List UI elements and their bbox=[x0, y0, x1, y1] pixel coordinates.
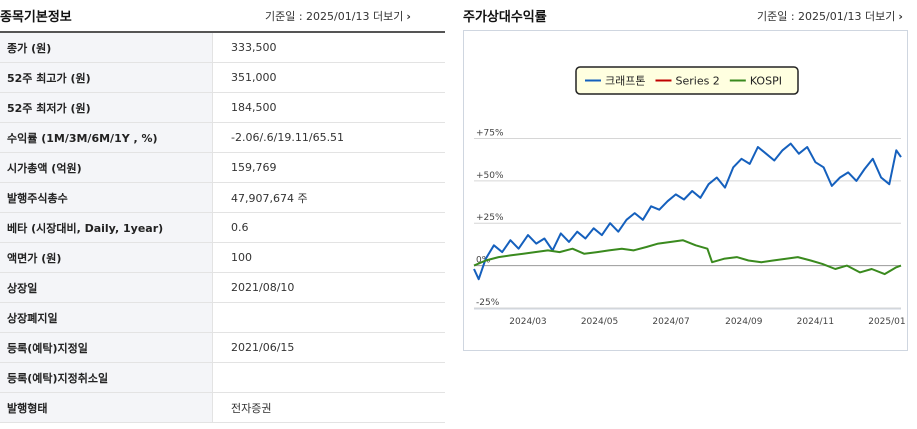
info-row: 액면가 (원) 100 bbox=[0, 242, 445, 273]
stock-info-date-link[interactable]: 기준일 : 2025/01/13 더보기 › bbox=[265, 8, 411, 24]
info-row: 시가총액 (억원) 159,769 bbox=[0, 152, 445, 183]
info-value: 184,500 bbox=[212, 92, 445, 123]
info-label: 수익률 (1M/3M/6M/1Y , %) bbox=[0, 122, 213, 153]
info-label: 발행주식총수 bbox=[0, 182, 213, 213]
info-row: 베타 (시장대비, Daily, 1year) 0.6 bbox=[0, 212, 445, 243]
info-label: 액면가 (원) bbox=[0, 242, 213, 273]
x-tick-label: 2024/07 bbox=[652, 317, 689, 327]
legend-box bbox=[575, 66, 799, 95]
info-label: 상장폐지일 bbox=[0, 302, 213, 333]
info-value: 47,907,674 주 bbox=[212, 182, 445, 213]
chevron-right-icon: › bbox=[406, 10, 411, 23]
info-label: 등록(예탁)지정일 bbox=[0, 332, 213, 363]
stock-info-table: 종가 (원) 333,500 52주 최고가 (원) 351,000 52주 최저가 (… bbox=[0, 31, 445, 423]
relative-return-more[interactable]: 더보기 bbox=[864, 10, 896, 23]
info-value: 100 bbox=[212, 242, 445, 273]
x-tick-label: 2024/03 bbox=[509, 317, 546, 327]
series-line bbox=[473, 142, 902, 281]
y-tick-label: +25% bbox=[476, 213, 504, 223]
info-label: 시가총액 (억원) bbox=[0, 152, 213, 183]
info-value: 0.6 bbox=[212, 212, 445, 243]
info-value: 351,000 bbox=[212, 62, 445, 93]
info-value: 2021/08/10 bbox=[212, 272, 445, 303]
info-row: 52주 최저가 (원) 184,500 bbox=[0, 92, 445, 123]
info-row: 등록(예탁)지정일 2021/06/15 bbox=[0, 332, 445, 363]
y-tick-label: -25% bbox=[476, 298, 500, 308]
relative-return-date-link[interactable]: 기준일 : 2025/01/13 더보기 › bbox=[757, 8, 903, 24]
info-row: 종가 (원) 333,500 bbox=[0, 32, 445, 63]
series-line bbox=[473, 239, 902, 276]
legend-label: KOSPI bbox=[750, 75, 782, 88]
info-value: 333,500 bbox=[212, 32, 445, 63]
info-row: 상장폐지일 bbox=[0, 302, 445, 333]
y-tick-label: +75% bbox=[476, 128, 504, 138]
info-label: 발행형태 bbox=[0, 392, 213, 423]
info-row: 발행주식총수 47,907,674 주 bbox=[0, 182, 445, 213]
info-label: 상장일 bbox=[0, 272, 213, 303]
info-label: 등록(예탁)지정취소일 bbox=[0, 362, 213, 393]
x-tick-label: 2025/01 bbox=[868, 317, 905, 327]
info-row: 52주 최고가 (원) 351,000 bbox=[0, 62, 445, 93]
x-tick-label: 2024/09 bbox=[725, 317, 763, 327]
chevron-right-icon: › bbox=[898, 10, 903, 23]
info-value: 전자증권 bbox=[212, 392, 445, 423]
info-value: 159,769 bbox=[212, 152, 445, 183]
legend-label: 크래프톤 bbox=[605, 75, 645, 88]
legend-label: Series 2 bbox=[675, 75, 719, 88]
x-tick-label: 2024/05 bbox=[581, 317, 618, 327]
relative-return-title: 주가상대수익률 bbox=[463, 10, 547, 25]
relative-return-chart: +75% +50% +25% 0% -25% 2024/03 2024/05 2024/07 2… bbox=[463, 30, 908, 351]
info-label: 종가 (원) bbox=[0, 32, 213, 63]
info-value: 2021/06/15 bbox=[212, 332, 445, 363]
info-row: 상장일 2021/08/10 bbox=[0, 272, 445, 303]
info-label: 52주 최고가 (원) bbox=[0, 62, 213, 93]
info-value bbox=[212, 362, 445, 393]
y-tick-label: +50% bbox=[476, 171, 504, 181]
stock-info-more[interactable]: 더보기 bbox=[372, 10, 404, 23]
info-row: 발행형태 전자증권 bbox=[0, 392, 445, 423]
stock-info-ref-date: 기준일 : 2025/01/13 bbox=[265, 10, 370, 23]
relative-return-ref-date: 기준일 : 2025/01/13 bbox=[757, 10, 862, 23]
info-label: 베타 (시장대비, Daily, 1year) bbox=[0, 212, 213, 243]
info-row: 등록(예탁)지정취소일 bbox=[0, 362, 445, 393]
stock-info-title: 종목기본정보 bbox=[0, 10, 72, 25]
info-value: -2.06/.6/19.11/65.51 bbox=[212, 122, 445, 153]
info-row: 수익률 (1M/3M/6M/1Y , %) -2.06/.6/19.11/65.5… bbox=[0, 122, 445, 153]
chart-svg: +75%+50%+25%0%-25%2024/03 2024/05 2024/07 2… bbox=[473, 66, 906, 327]
info-value bbox=[212, 302, 445, 333]
x-tick-label: 2024/11 bbox=[797, 317, 834, 327]
info-label: 52주 최저가 (원) bbox=[0, 92, 213, 123]
